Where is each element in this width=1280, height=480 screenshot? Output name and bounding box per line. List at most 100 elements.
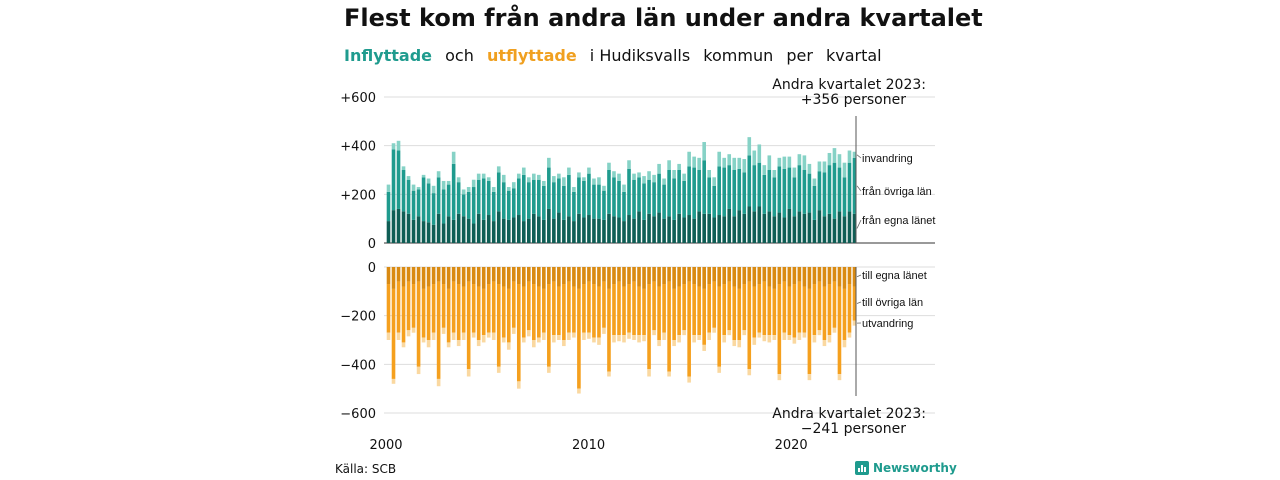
bar-out-segment — [386, 267, 391, 285]
bar-in-segment — [647, 179, 651, 214]
bar-out-segment — [386, 332, 391, 340]
bar-out-segment — [401, 286, 406, 343]
bar-out-segment — [582, 267, 586, 285]
bar-out-segment — [737, 267, 742, 289]
bar-in-segment — [496, 172, 501, 212]
bar-out-segment — [777, 267, 782, 285]
bar-out-segment — [501, 267, 506, 287]
bar-in-segment — [511, 188, 516, 218]
bar-in-segment — [852, 151, 857, 158]
inflyttade-bars — [386, 137, 857, 243]
bar-out-segment — [516, 381, 521, 389]
bar-in-segment — [491, 187, 496, 192]
bar-in-segment — [667, 160, 671, 170]
bar-out-segment — [572, 267, 576, 287]
bar-in-segment — [837, 211, 842, 243]
bar-out-segment — [827, 284, 832, 336]
series-label-in: från övriga län — [862, 186, 932, 198]
bar-in-segment — [727, 165, 732, 209]
bar-out-segment — [386, 284, 391, 333]
bar-out-segment — [552, 335, 556, 343]
bar-in-segment — [842, 162, 847, 178]
bar-out-segment — [707, 284, 711, 333]
bar-in-segment — [456, 182, 461, 214]
bar-out-segment — [506, 342, 511, 350]
bar-out-segment — [532, 284, 536, 340]
bar-in-segment — [777, 166, 782, 213]
chart-subtitle: Inflyttade och utflyttade i Hudiksvalls … — [344, 46, 890, 65]
bar-out-segment — [732, 340, 737, 347]
y-tick-label-upper: +600 — [340, 91, 376, 106]
bar-out-segment — [602, 267, 606, 282]
bar-in-segment — [612, 177, 616, 217]
bar-out-segment — [847, 332, 852, 338]
bar-in-segment — [506, 219, 511, 243]
bar-out-segment — [421, 288, 426, 338]
bar-in-segment — [416, 189, 421, 217]
bar-out-segment — [722, 284, 727, 336]
bar-in-segment — [682, 180, 686, 218]
bar-out-segment — [647, 284, 651, 370]
bar-in-segment — [476, 173, 481, 180]
bar-out-segment — [727, 281, 732, 331]
bar-out-segment — [647, 369, 651, 377]
bar-out-segment — [677, 286, 681, 336]
bar-in-segment — [742, 172, 747, 214]
bar-out-segment — [582, 284, 586, 333]
bar-out-segment — [506, 288, 511, 343]
bar-out-segment — [416, 281, 421, 367]
bar-out-segment — [802, 332, 807, 338]
bar-in-segment — [607, 170, 611, 214]
bar-out-segment — [436, 378, 441, 387]
bar-in-segment — [762, 174, 767, 214]
bar-out-segment — [812, 267, 817, 285]
bar-out-segment — [842, 288, 847, 340]
y-tick-label-lower: −600 — [340, 407, 376, 422]
bar-out-segment — [542, 332, 546, 340]
bar-out-segment — [692, 284, 696, 336]
bar-out-segment — [607, 267, 611, 289]
x-tick-label: 2020 — [775, 438, 808, 453]
bar-out-segment — [537, 337, 541, 343]
bar-in-segment — [622, 221, 626, 243]
bar-out-segment — [511, 327, 516, 334]
bar-in-segment — [782, 168, 787, 218]
bar-in-segment — [697, 170, 701, 212]
bar-in-segment — [391, 143, 396, 150]
bar-out-segment — [672, 267, 676, 289]
bar-out-segment — [712, 281, 716, 328]
bar-out-segment — [562, 284, 566, 340]
bar-out-segment — [547, 366, 551, 373]
bar-out-segment — [547, 284, 551, 367]
bar-out-segment — [532, 267, 536, 285]
bar-out-segment — [637, 267, 641, 287]
subtitle-per: per — [786, 46, 813, 65]
bar-in-segment — [722, 167, 727, 217]
bar-out-segment — [461, 286, 466, 333]
y-tick-label-lower: 0 — [368, 261, 376, 276]
bar-out-segment — [757, 267, 762, 285]
bar-out-segment — [461, 332, 466, 340]
bar-out-segment — [421, 337, 426, 343]
series-label-out: till egna länet — [862, 270, 927, 282]
bar-in-segment — [461, 189, 466, 195]
bar-out-segment — [852, 267, 857, 287]
bar-out-segment — [542, 288, 546, 333]
bar-out-segment — [562, 267, 566, 285]
bar-out-segment — [426, 286, 431, 340]
bar-out-segment — [451, 267, 456, 282]
y-tick-label-lower: −400 — [340, 358, 376, 373]
bar-out-segment — [647, 267, 651, 285]
bar-in-segment — [592, 184, 596, 219]
bar-in-segment — [587, 215, 591, 243]
bar-out-segment — [486, 267, 491, 285]
bar-in-segment — [411, 190, 416, 220]
bar-out-segment — [722, 267, 727, 285]
bar-out-segment — [767, 286, 772, 336]
series-label-in: invandring — [862, 153, 913, 165]
bar-in-segment — [481, 219, 486, 243]
bar-in-segment — [542, 180, 546, 186]
bar-out-segment — [456, 267, 461, 285]
bar-out-segment — [782, 267, 787, 282]
bar-in-segment — [722, 216, 727, 243]
